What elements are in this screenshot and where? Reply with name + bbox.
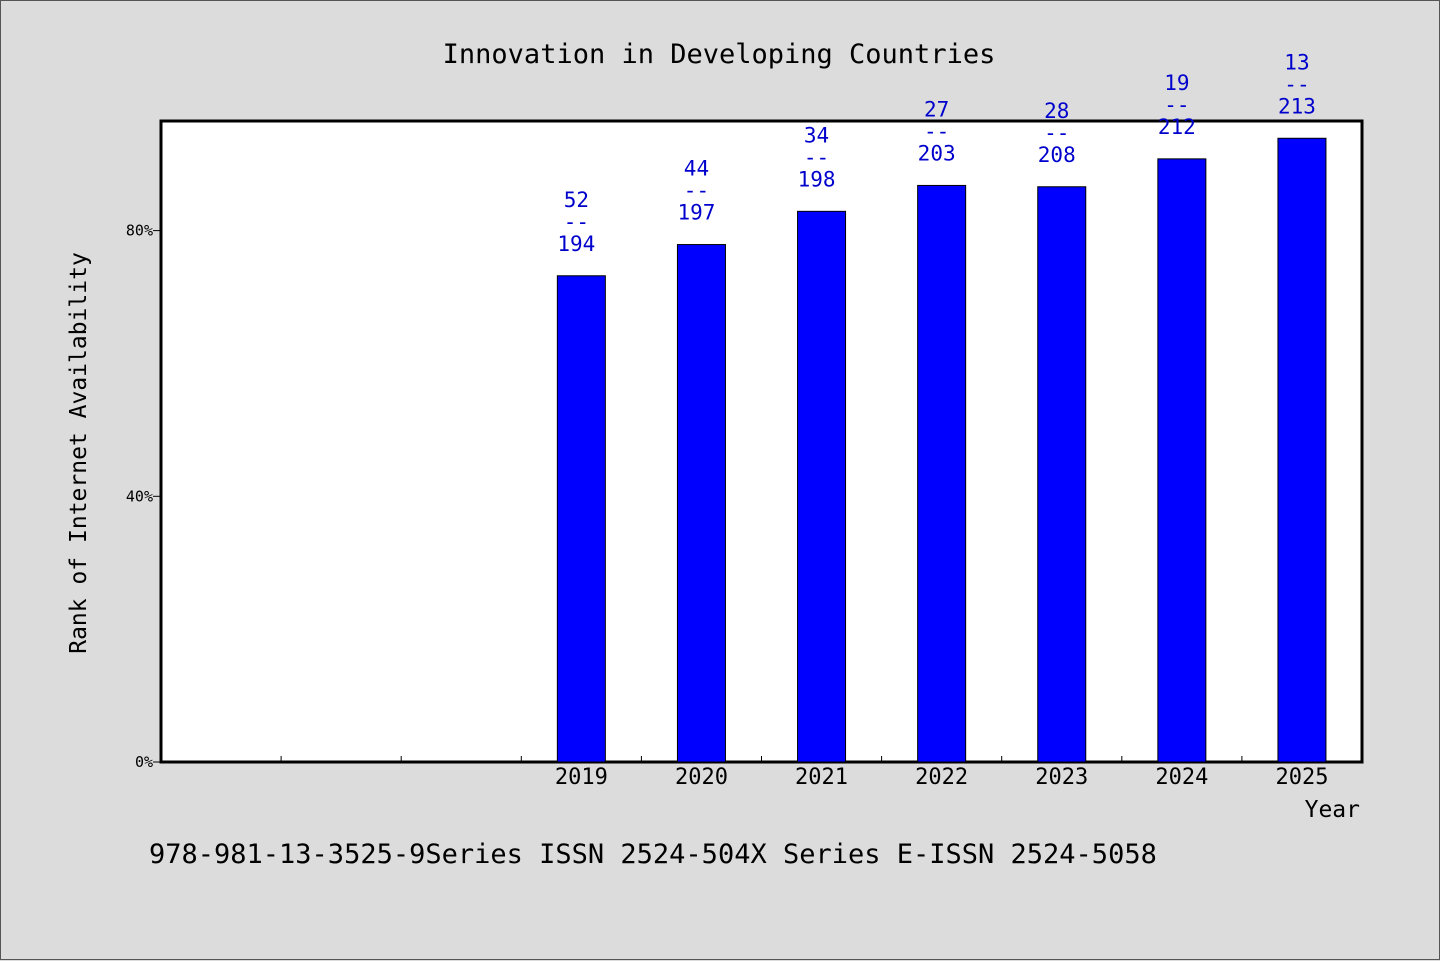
- data-label-bottom: 197: [677, 201, 715, 225]
- data-label-separator: --: [564, 210, 589, 234]
- x-tick-label: 2024: [1155, 765, 1208, 790]
- x-axis-title: Year: [1305, 797, 1360, 823]
- bar: [1157, 158, 1207, 763]
- footer-issn-text: 978-981-13-3525-9Series ISSN 2524-504X S…: [149, 839, 1157, 870]
- x-tick-label: 2019: [555, 765, 608, 790]
- y-tick-label: 0%: [135, 753, 153, 771]
- data-label-separator: --: [684, 179, 709, 203]
- data-label-separator: --: [1044, 121, 1069, 145]
- bar: [676, 244, 726, 763]
- x-tick-label: 2023: [1035, 765, 1088, 790]
- data-label-top: 13: [1284, 50, 1309, 74]
- data-labels: 52--19444--19734--19827--20328--20819--2…: [557, 50, 1316, 255]
- data-label-bottom: 194: [557, 232, 595, 256]
- data-label-bottom: 213: [1278, 94, 1316, 118]
- data-label-bottom: 198: [798, 167, 836, 191]
- data-label-separator: --: [924, 119, 949, 143]
- bar-series: [556, 137, 1327, 763]
- data-label-top: 19: [1164, 71, 1189, 95]
- data-label-top: 28: [1044, 99, 1069, 123]
- y-axis-title: Rank of Internet Availability: [66, 252, 92, 654]
- y-axis: 0% 40% 80%: [126, 222, 161, 771]
- data-label-bottom: 203: [918, 141, 956, 165]
- data-label-top: 52: [564, 188, 589, 212]
- x-tick-label: 2021: [795, 765, 848, 790]
- data-label-top: 27: [924, 97, 949, 121]
- x-axis: 2019 2020 2021 2022 2023 2024 2025: [280, 756, 1328, 790]
- bar: [556, 275, 606, 763]
- y-tick-label: 40%: [126, 487, 153, 505]
- bar: [917, 184, 967, 763]
- data-label-top: 44: [684, 157, 709, 181]
- bar: [1277, 137, 1327, 763]
- x-tick-label: 2020: [675, 765, 728, 790]
- data-label-bottom: 208: [1038, 143, 1076, 167]
- data-label-top: 34: [804, 123, 829, 147]
- data-label-separator: --: [1164, 93, 1189, 117]
- data-label-separator: --: [804, 145, 829, 169]
- data-label-bottom: 212: [1158, 115, 1196, 139]
- x-tick-label: 2025: [1275, 765, 1328, 790]
- bar: [1037, 186, 1087, 763]
- x-tick-label: 2022: [915, 765, 968, 790]
- data-label-separator: --: [1284, 72, 1309, 96]
- y-tick-label: 80%: [126, 222, 153, 240]
- bar: [797, 210, 847, 763]
- chart-title: Innovation in Developing Countries: [443, 39, 996, 70]
